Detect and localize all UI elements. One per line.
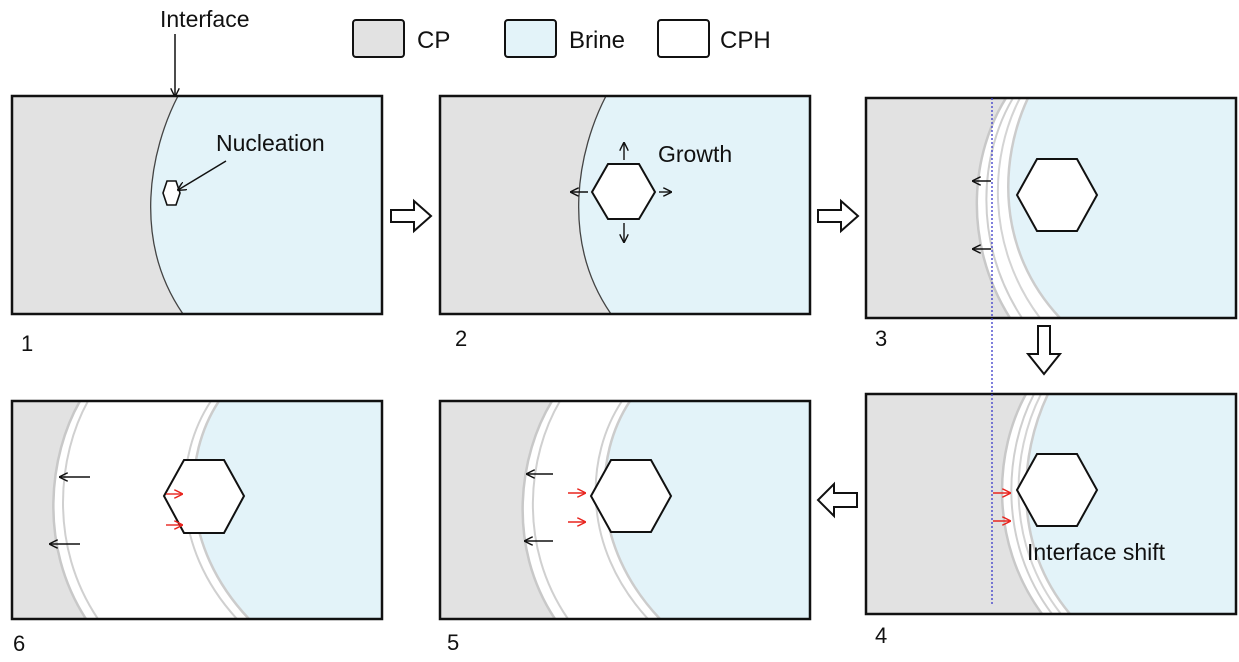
panel-number-1: 1 [21,331,33,356]
cp-region [440,401,555,619]
legend: CP Brine CPH [352,19,771,58]
nucleation-label: Nucleation [216,130,325,156]
legend-swatch-cph [657,19,710,58]
legend-label-cph: CPH [720,27,771,54]
flow-arrow-down [1025,325,1063,376]
crystal-hexagon [1015,158,1099,232]
crystal-hexagon [162,459,246,534]
interface-shift-label: Interface shift [1027,539,1166,565]
crystal-hexagon [1015,453,1099,527]
legend-swatch-brine [504,19,557,58]
interface-label: Interface [160,6,250,32]
panel-1: Nucleation 1 [10,94,384,356]
crystal-hexagon [590,163,657,220]
panel-2: Growth 2 [438,94,812,351]
cp-region [866,98,1010,318]
interface-curve [150,96,184,314]
cp-region [440,96,611,314]
panel-number-4: 4 [875,623,887,648]
cp-region [866,394,1042,614]
panel-number-3: 3 [875,326,887,351]
interface-curve [578,96,612,314]
panel-4: Interface shift 4 [864,392,1238,648]
panel-number-6: 6 [13,631,25,656]
flow-arrow-right-1 [390,198,433,234]
panel-5: 5 [438,399,812,655]
cp-region [12,96,183,314]
growth-label: Growth [658,141,732,167]
cp-region [12,401,86,619]
nucleation-pointer-arrow [178,160,227,190]
panel-number-5: 5 [447,630,459,655]
nucleus-hexagon [162,180,181,206]
legend-label-cp: CP [417,27,450,54]
panel-number-2: 2 [455,326,467,351]
legend-label-brine: Brine [569,27,625,54]
flow-arrow-right-2 [817,198,860,234]
flow-arrow-left [816,481,858,519]
panel-3: 3 [864,96,1238,351]
crystal-hexagon [589,459,673,533]
panel-6: 6 [10,399,384,656]
legend-swatch-cp [352,19,405,58]
